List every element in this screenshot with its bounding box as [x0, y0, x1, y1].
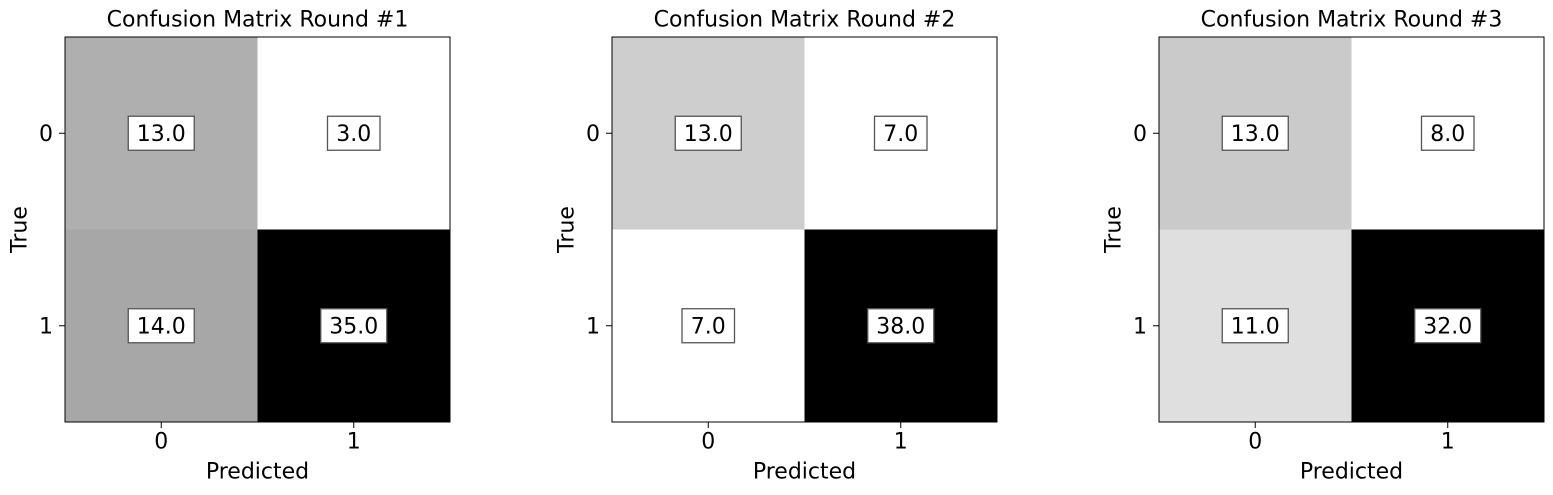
cell-value-label: 11.0	[1231, 314, 1280, 339]
cell-label-box	[127, 308, 195, 344]
plot-frame	[1158, 36, 1545, 423]
cell-label-box	[1414, 308, 1482, 344]
x-axis-label: Predicted	[1300, 460, 1403, 485]
y-axis-label: True	[1102, 206, 1127, 254]
cell-label-box	[320, 308, 388, 344]
cell-value-label: 13.0	[1231, 122, 1280, 147]
x-tick-label: 1	[347, 430, 361, 455]
x-axis-label: Predicted	[753, 460, 856, 485]
y-tick-label: 1	[1133, 314, 1147, 339]
cell-value-label: 7.0	[691, 314, 726, 339]
cell-label-box	[681, 308, 736, 344]
cell-value-label: 38.0	[876, 314, 925, 339]
plot-frame	[611, 36, 998, 423]
chart-title: Confusion Matrix Round #2	[654, 8, 956, 33]
confusion-matrix-panel-1: 13.0 3.0 14.0 35.0 0 1 0 1 Confusion Matrix Roun…	[8, 8, 451, 485]
cell-value-label: 13.0	[684, 122, 733, 147]
cell-label-box	[1221, 115, 1289, 151]
y-tick-label: 0	[1133, 122, 1147, 147]
y-tick-label: 0	[39, 122, 53, 147]
cell-value-label: 35.0	[329, 314, 378, 339]
cell-label-box	[867, 308, 935, 344]
cell-label-box	[674, 115, 742, 151]
cell-label-box	[873, 115, 928, 151]
chart-title: Confusion Matrix Round #1	[107, 8, 409, 33]
confusion-matrix-panel-2: 13.0 7.0 7.0 38.0 0 1 0 1 Confusion Matrix Round…	[555, 8, 998, 485]
cell-value-label: 32.0	[1423, 314, 1472, 339]
x-tick-label: 0	[1248, 430, 1262, 455]
chart-title: Confusion Matrix Round #3	[1201, 8, 1503, 33]
y-axis-label: True	[8, 206, 33, 254]
x-tick-label: 1	[1441, 430, 1455, 455]
cell-value-label: 3.0	[336, 122, 371, 147]
plot-frame	[64, 36, 451, 423]
y-axis-label: True	[555, 206, 580, 254]
x-tick-label: 0	[154, 430, 168, 455]
x-tick-label: 0	[701, 430, 715, 455]
y-tick-label: 1	[586, 314, 600, 339]
cell-label-box	[1221, 308, 1289, 344]
cell-value-label: 13.0	[137, 122, 186, 147]
cell-value-label: 8.0	[1430, 122, 1465, 147]
confusion-matrix-panel-3: 13.0 8.0 11.0 32.0 0 1 0 1 Confusion Matrix Roun…	[1102, 8, 1545, 485]
cell-label-box	[1420, 115, 1475, 151]
cell-value-label: 7.0	[883, 122, 918, 147]
y-tick-label: 1	[39, 314, 53, 339]
cell-value-label: 14.0	[137, 314, 186, 339]
cell-label-box	[326, 115, 381, 151]
x-tick-label: 1	[894, 430, 908, 455]
y-tick-label: 0	[586, 122, 600, 147]
cell-label-box	[127, 115, 195, 151]
x-axis-label: Predicted	[206, 460, 309, 485]
